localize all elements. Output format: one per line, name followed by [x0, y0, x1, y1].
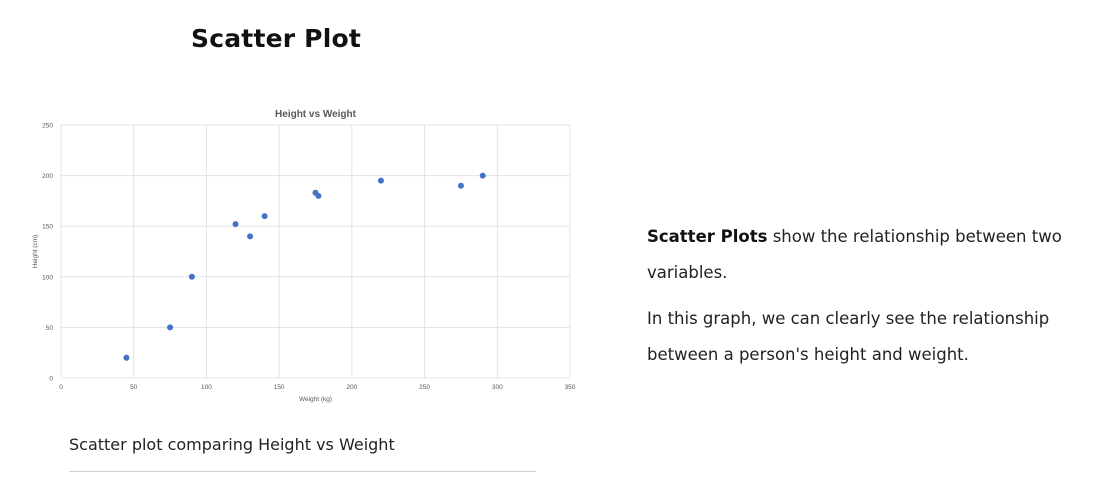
chart-x-axis-label: Weight (kg): [299, 396, 332, 403]
data-point: [479, 172, 486, 179]
y-tick-label: 0: [49, 376, 53, 383]
x-tick-label: 50: [130, 384, 138, 391]
data-point: [377, 177, 384, 184]
description-text-1: show the relationship between two variab…: [647, 227, 1062, 282]
description-paragraph-1: Scatter Plots show the relationship betw…: [647, 219, 1097, 291]
chart-title: Height vs Weight: [275, 109, 357, 120]
data-point: [232, 221, 239, 228]
data-point: [167, 324, 174, 331]
x-tick-label: 250: [419, 384, 430, 391]
x-tick-label: 350: [565, 384, 576, 391]
data-point: [315, 192, 322, 199]
x-tick-label: 100: [201, 384, 212, 391]
chart-points: [123, 172, 486, 361]
chart-y-axis-label: Height (cm): [32, 235, 39, 269]
description-block: Scatter Plots show the relationship betw…: [647, 219, 1097, 383]
y-tick-label: 100: [42, 274, 53, 281]
y-tick-label: 50: [46, 325, 54, 332]
x-tick-label: 300: [492, 384, 503, 391]
description-bold-term: Scatter Plots: [647, 227, 768, 246]
description-paragraph-2: In this graph, we can clearly see the re…: [647, 301, 1097, 373]
x-tick-label: 150: [274, 384, 285, 391]
data-point: [247, 233, 254, 240]
x-tick-label: 200: [346, 384, 357, 391]
page-heading: Scatter Plot: [191, 24, 362, 53]
data-point: [261, 213, 268, 220]
chart-tick-labels: 0 50 100 150 200 250 0 50 100 150 200 250 300 350: [42, 123, 576, 392]
y-tick-label: 150: [42, 224, 53, 231]
description-text-2: In this graph, we can clearly see the re…: [647, 309, 1050, 364]
data-point: [188, 273, 195, 280]
y-tick-label: 200: [42, 173, 53, 180]
x-tick-label: 0: [59, 384, 63, 391]
chart-gridlines: [60, 124, 571, 379]
scatter-chart: 0 50 100 150 200 250 0 50 100 150 200 250 300 350 Hei…: [32, 109, 576, 403]
data-point: [123, 354, 130, 361]
y-tick-label: 250: [42, 123, 53, 130]
chart-caption: Scatter plot comparing Height vs Weight: [69, 435, 395, 454]
caption-divider: [69, 471, 536, 472]
data-point: [457, 182, 464, 189]
